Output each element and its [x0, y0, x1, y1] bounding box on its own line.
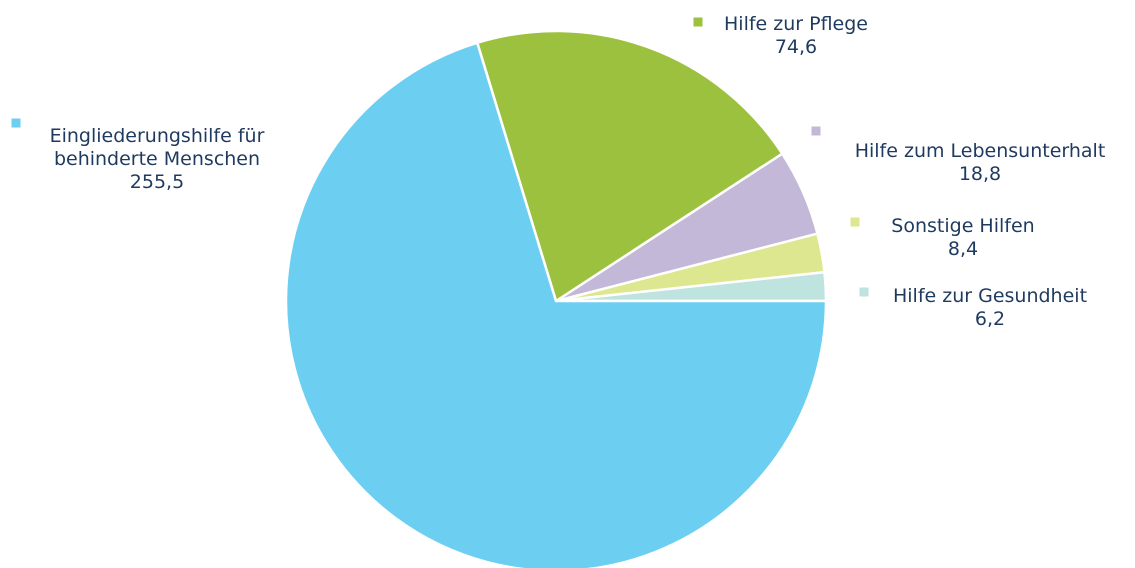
legend-marker-eingliederungshilfe-fuer-behinderte-menschen: [11, 118, 21, 128]
legend-marker-sonstige-hilfen: [850, 217, 860, 227]
data-label-sonstige-hilfen: 8,4: [948, 238, 978, 260]
data-label-hilfe-zur-pflege: 74,6: [775, 36, 817, 58]
slice-name-hilfe-zum-lebensunterhalt: Hilfe zum Lebensunterhalt: [855, 140, 1106, 162]
data-label-hilfe-zum-lebensunterhalt: 18,8: [959, 163, 1001, 185]
legend-marker-hilfe-zur-pflege: [693, 17, 703, 27]
pie-slices: [284, 29, 828, 568]
slice-name-eingliederungshilfe-fuer-behinderte-menschen: behinderte Menschen: [54, 148, 260, 170]
legend-marker-hilfe-zum-lebensunterhalt: [811, 126, 821, 136]
pie-slice-hilfe-zur-pflege: [475, 29, 784, 303]
data-label-hilfe-zur-gesundheit: 6,2: [975, 308, 1005, 330]
slice-name-eingliederungshilfe-fuer-behinderte-menschen: Eingliederungshilfe für: [50, 125, 265, 147]
legend-marker-hilfe-zur-gesundheit: [859, 287, 869, 297]
slice-name-sonstige-hilfen: Sonstige Hilfen: [891, 215, 1034, 237]
data-label-eingliederungshilfe-fuer-behinderte-menschen: 255,5: [130, 171, 184, 193]
pie-slice-eingliederungshilfe-fuer-behinderte-menschen: [284, 41, 828, 568]
slice-name-hilfe-zur-gesundheit: Hilfe zur Gesundheit: [893, 285, 1087, 307]
slice-name-hilfe-zur-pflege: Hilfe zur Pflege: [724, 13, 868, 35]
